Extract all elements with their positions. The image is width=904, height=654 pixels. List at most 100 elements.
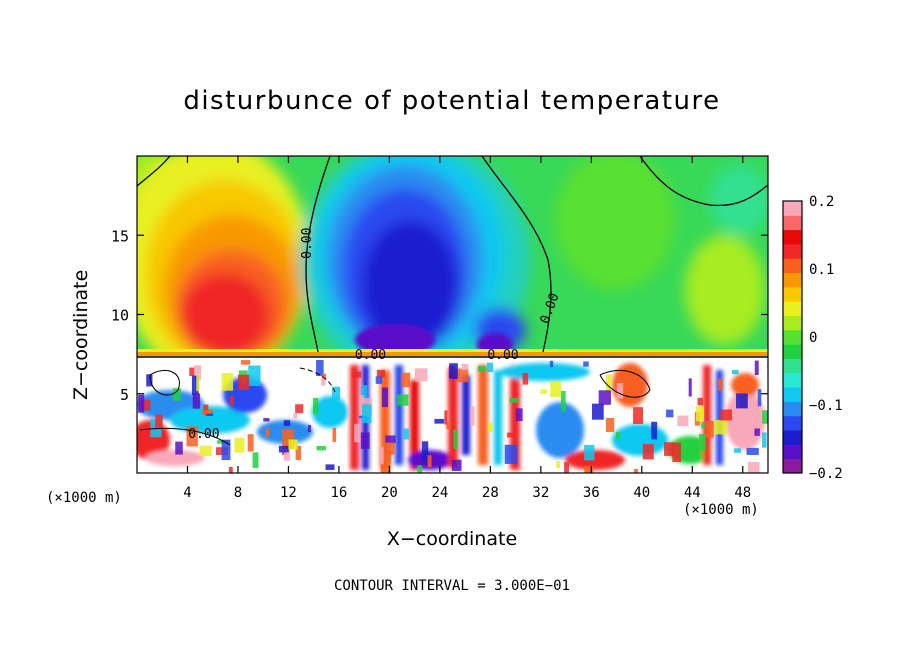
field-noise xyxy=(383,442,395,455)
field-noise xyxy=(380,459,391,473)
field-noise xyxy=(509,397,519,403)
y-tick-label: 10 xyxy=(111,307,129,325)
field-noise xyxy=(697,397,704,406)
field-noise xyxy=(664,442,674,456)
colorbar-swatch xyxy=(783,458,802,474)
contour-label: 0.00 xyxy=(300,228,315,259)
field-noise xyxy=(583,361,589,367)
field-noise xyxy=(633,469,639,473)
colorbar-swatch xyxy=(783,430,802,445)
colorbar-swatch xyxy=(783,401,802,417)
field-noise xyxy=(427,455,432,468)
x-tick-label: 40 xyxy=(633,485,650,501)
y-axis-label: Z−coordinate xyxy=(70,269,92,400)
field-noise xyxy=(191,375,199,396)
field-noise xyxy=(321,373,327,380)
y-axis-ticks: 5 10 15 xyxy=(111,227,768,404)
field-noise xyxy=(295,445,302,461)
x-tick-label: 44 xyxy=(684,485,701,501)
field-noise xyxy=(666,409,674,418)
x-axis-label: X−coordinate xyxy=(386,528,518,550)
field-noise xyxy=(616,382,624,399)
field-noise xyxy=(378,446,384,465)
field-noise xyxy=(351,371,362,378)
colorbar-tick-label: 0.2 xyxy=(809,194,834,210)
field-noise xyxy=(635,437,642,452)
colorbar-tick-label: −0.2 xyxy=(809,466,843,482)
field-noise xyxy=(240,360,251,365)
x-unit-label-right: (×1000 m) xyxy=(683,502,759,518)
field-noise xyxy=(414,368,428,382)
field-noise xyxy=(717,378,723,391)
field-noise xyxy=(549,360,554,368)
field-noise xyxy=(477,365,486,372)
field-noise xyxy=(488,422,493,433)
field-noise xyxy=(229,396,234,406)
field-noise xyxy=(693,439,698,450)
colorbar-swatch xyxy=(783,201,802,216)
x-axis-ticks: 4 8 12 16 20 24 28 32 36 40 44 48 xyxy=(183,156,751,501)
y-tick-label: 15 xyxy=(111,227,129,245)
field-noise xyxy=(221,439,231,460)
field-noise xyxy=(470,406,475,426)
field-noise xyxy=(417,465,423,473)
field-noise xyxy=(672,442,682,463)
colorbar-swatch xyxy=(783,415,802,431)
field-noise xyxy=(642,443,654,460)
field-noise xyxy=(221,373,234,391)
colorbar-swatch xyxy=(783,286,802,302)
field-noise xyxy=(196,374,200,392)
x-tick-label: 20 xyxy=(381,485,398,501)
field-noise xyxy=(265,428,270,437)
field-noise xyxy=(186,426,198,447)
field-noise xyxy=(714,419,728,435)
field-noise xyxy=(332,427,337,443)
field-noise xyxy=(175,441,183,455)
field-noise xyxy=(172,388,181,401)
contour-label: 0.00 xyxy=(355,348,386,363)
field-noise xyxy=(449,363,458,379)
field-noise xyxy=(451,459,462,471)
field-noise xyxy=(316,360,324,377)
field-noise xyxy=(263,418,270,422)
field-noise xyxy=(295,404,304,414)
contour-interval-note: CONTOUR INTERVAL = 3.000E−01 xyxy=(333,578,570,594)
field-noise xyxy=(701,422,706,429)
field-noise xyxy=(699,433,706,451)
colorbar-swatch xyxy=(783,329,802,345)
colorbar-swatch xyxy=(783,344,802,359)
x-tick-label: 48 xyxy=(734,485,751,501)
colorbar-tick-label: 0 xyxy=(809,330,817,346)
field-noise xyxy=(564,462,569,473)
field-noise xyxy=(453,429,458,449)
field-noise xyxy=(733,448,742,453)
field-noise xyxy=(507,432,515,438)
field-noise xyxy=(313,397,319,415)
chart-title: disturbunce of potential temperature xyxy=(183,86,721,116)
colorbar-swatch xyxy=(783,358,802,374)
field-noise xyxy=(584,444,595,461)
colorbar-swatch xyxy=(783,444,802,460)
field-noise xyxy=(522,373,529,385)
field-noise xyxy=(288,439,298,450)
colorbar: 0.2 0.1 0 −0.1 −0.2 xyxy=(782,194,843,482)
field-noise xyxy=(155,414,163,428)
colorbar-swatch xyxy=(783,243,802,259)
field-noise xyxy=(444,410,448,425)
colorbar-swatch xyxy=(783,215,802,231)
field-noise xyxy=(278,445,289,453)
field-noise xyxy=(696,405,705,422)
field-noise xyxy=(199,445,212,456)
field-noise xyxy=(238,374,250,390)
field-noise xyxy=(193,365,202,381)
x-tick-label: 8 xyxy=(234,485,242,501)
colorbar-swatch xyxy=(783,315,802,331)
field-noise xyxy=(386,451,392,461)
field-noise xyxy=(141,399,151,411)
colorbar-frame xyxy=(782,200,803,474)
field-noise xyxy=(321,377,326,386)
field-noise xyxy=(375,376,383,384)
field-noise xyxy=(189,367,195,376)
field-noise xyxy=(282,429,294,450)
